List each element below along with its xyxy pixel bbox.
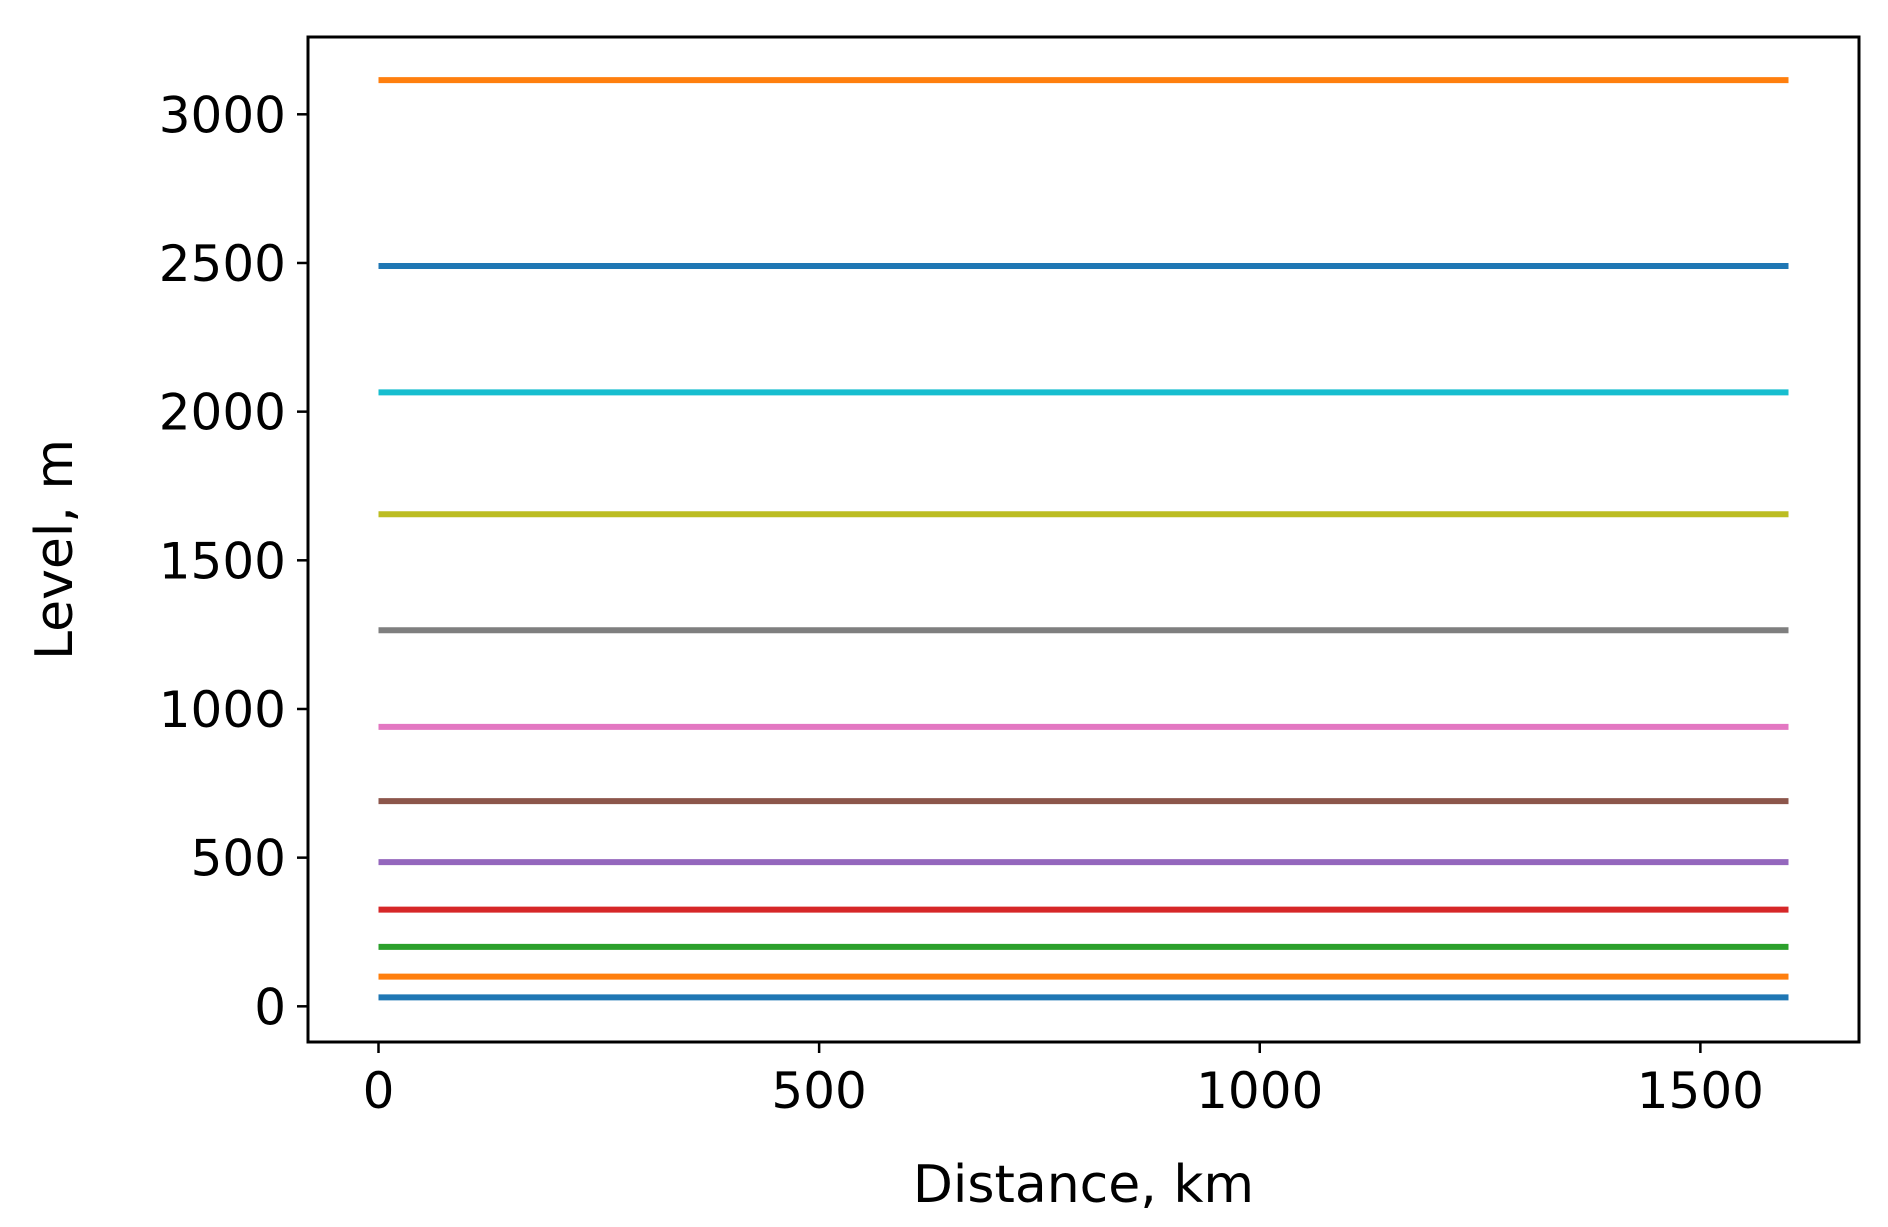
x-axis-ticks: 0 500 1000 1500 [363, 1042, 1764, 1120]
y-axis-ticks: 0 500 1000 1500 2000 2500 3000 [159, 86, 308, 1036]
x-tick-label: 1500 [1637, 1062, 1764, 1120]
y-tick-label: 2500 [159, 235, 286, 293]
series-layer [378, 77, 1789, 1001]
x-axis-label: Distance, km [913, 1155, 1254, 1215]
x-tick-label: 1000 [1196, 1062, 1323, 1120]
y-tick-label: 1000 [159, 681, 286, 739]
plot-area-frame [306, 35, 1861, 1044]
y-tick-label: 0 [254, 978, 286, 1036]
y-tick-label: 500 [191, 830, 286, 888]
x-tick-label: 500 [771, 1062, 866, 1120]
y-tick-label: 1500 [159, 532, 286, 590]
y-tick-label: 3000 [159, 86, 286, 144]
x-tick-label: 0 [363, 1062, 395, 1120]
y-tick-label: 2000 [159, 384, 286, 442]
y-axis-label: Level, m [25, 439, 85, 660]
